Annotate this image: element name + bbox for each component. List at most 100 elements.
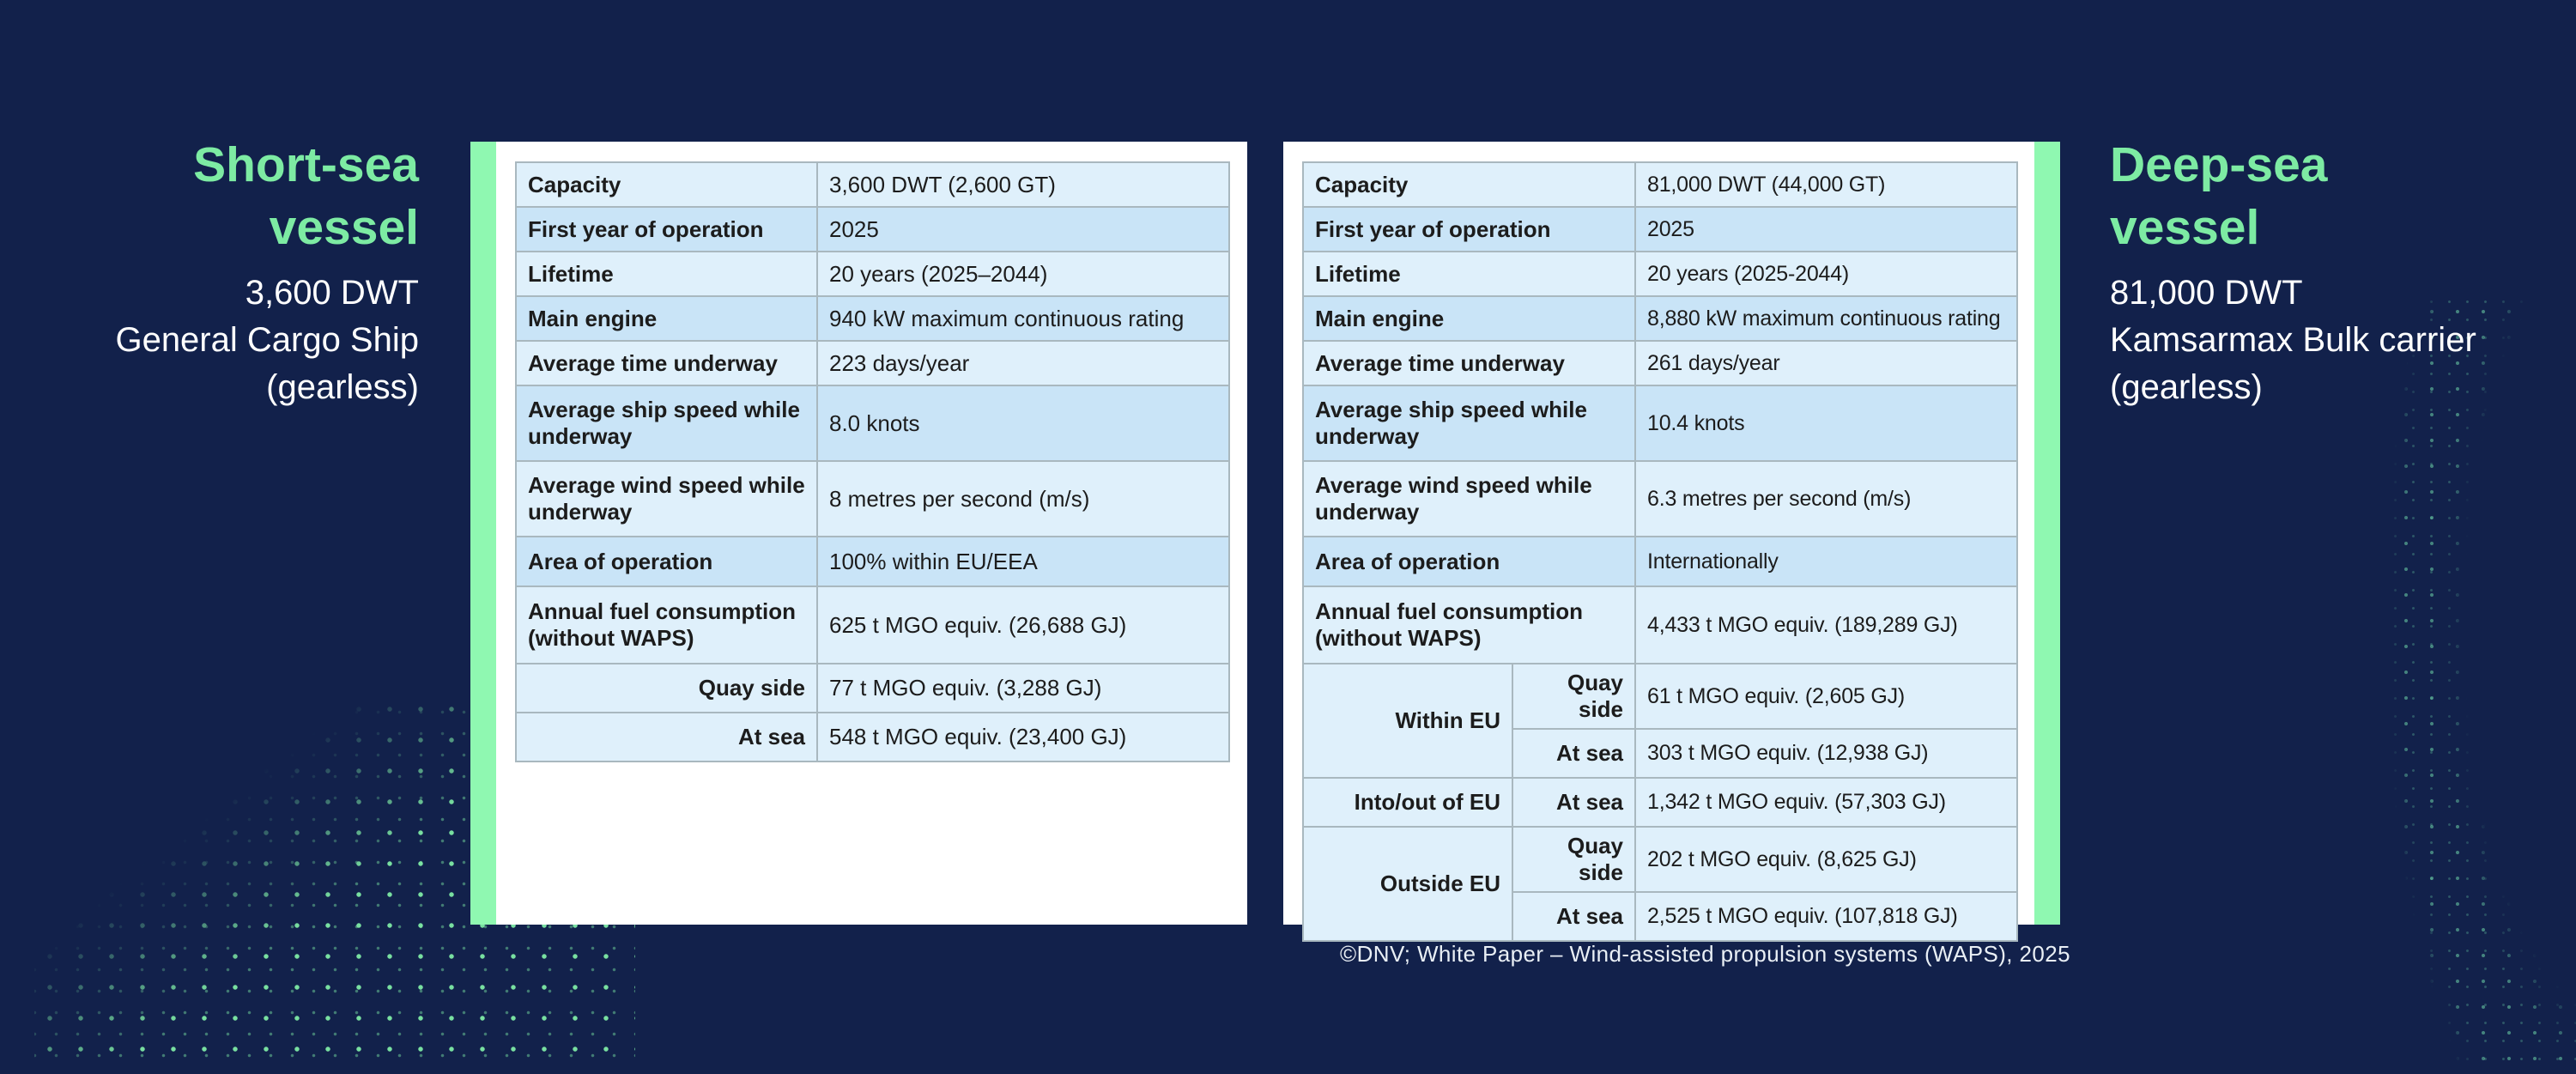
table-row: Area of operation Internationally	[1301, 536, 2019, 587]
spec-value-cell: 10.4 knots	[1634, 385, 2019, 462]
table-row: Capacity 3,600 DWT (2,600 GT)	[515, 161, 1230, 208]
region-group-cell: Outside EU	[1302, 826, 1513, 942]
spec-value-cell: 100% within EU/EEA	[816, 536, 1230, 587]
spec-value-cell: 61 t MGO equiv. (2,605 GJ)	[1634, 663, 2019, 730]
spec-label-cell: Lifetime	[515, 251, 818, 297]
spec-value-cell: 77 t MGO equiv. (3,288 GJ)	[816, 663, 1230, 713]
deep-sea-title-block: Deep-sea vessel 81,000 DWT Kamsarmax Bul…	[2110, 134, 2539, 411]
short-sea-subtitle: 3,600 DWT General Cargo Ship (gearless)	[52, 270, 419, 411]
spec-value-cell: 4,433 t MGO equiv. (189,289 GJ)	[1634, 586, 2019, 664]
spec-sublabel-cell: At sea	[1511, 777, 1637, 828]
spec-value-cell: 1,342 t MGO equiv. (57,303 GJ)	[1634, 777, 2019, 828]
deep-sea-card: Capacity 81,000 DWT (44,000 GT) First ye…	[1283, 142, 2060, 942]
spec-value-cell: 81,000 DWT (44,000 GT)	[1634, 161, 2019, 208]
table-row: First year of operation 2025	[1301, 206, 2019, 252]
spec-label-cell: Capacity	[1301, 161, 1637, 208]
spec-value-cell: 20 years (2025–2044)	[816, 251, 1230, 297]
spec-value-cell: 3,600 DWT (2,600 GT)	[816, 161, 1230, 208]
spec-label-cell: Annual fuel consumption (without WAPS)	[515, 586, 818, 664]
spec-label-cell: Annual fuel consumption (without WAPS)	[1301, 586, 1637, 664]
spec-sublabel-cell: At sea	[1511, 891, 1637, 942]
spec-label-cell: Lifetime	[1301, 251, 1637, 297]
spec-value-cell: 2,525 t MGO equiv. (107,818 GJ)	[1634, 891, 2019, 942]
short-sea-spec-table: Capacity 3,600 DWT (2,600 GT) First year…	[515, 161, 1230, 762]
short-sea-accent-bar	[470, 142, 496, 925]
spec-label-cell: Average ship speed while underway	[1301, 385, 1637, 462]
table-row: Average ship speed while underway 8.0 kn…	[515, 385, 1230, 462]
deep-sea-subtitle-line3: (gearless)	[2110, 368, 2263, 406]
table-row: Average time underway 261 days/year	[1301, 340, 2019, 386]
table-row: First year of operation 2025	[515, 206, 1230, 252]
table-row: Lifetime 20 years (2025-2044)	[1301, 251, 2019, 297]
deep-sea-title-line1: Deep-sea	[2110, 137, 2328, 192]
deep-sea-subtitle-line1: 81,000 DWT	[2110, 274, 2303, 312]
table-row: At sea 2,525 t MGO equiv. (107,818 GJ)	[1303, 891, 2019, 942]
spec-value-cell: 6.3 metres per second (m/s)	[1634, 460, 2019, 537]
spec-label-cell: Average time underway	[515, 340, 818, 386]
table-row: Quay side 77 t MGO equiv. (3,288 GJ)	[515, 663, 1230, 713]
table-row: Average time underway 223 days/year	[515, 340, 1230, 386]
table-row: Main engine 940 kW maximum continuous ra…	[515, 295, 1230, 342]
table-row: Outside EU Quay side 202 t MGO equiv. (8…	[1302, 826, 2019, 942]
spec-value-cell: 223 days/year	[816, 340, 1230, 386]
deep-sea-spec-table: Capacity 81,000 DWT (44,000 GT) First ye…	[1301, 161, 2019, 942]
table-row: Area of operation 100% within EU/EEA	[515, 536, 1230, 587]
short-sea-title-block: Short-sea vessel 3,600 DWT General Cargo…	[52, 134, 419, 411]
spec-label-cell: Area of operation	[515, 536, 818, 587]
deep-sea-title: Deep-sea vessel	[2110, 134, 2539, 259]
spec-label-cell: First year of operation	[1301, 206, 1637, 252]
spec-sublabel-cell: Quay side	[1511, 663, 1637, 730]
short-sea-subtitle-line2: General Cargo Ship	[115, 321, 419, 359]
short-sea-title-line1: Short-sea	[193, 137, 419, 192]
spec-sublabel-cell: Quay side	[1511, 826, 1637, 893]
region-group-cell: Within EU	[1302, 663, 1513, 779]
spec-label-cell: Average ship speed while underway	[515, 385, 818, 462]
table-row: Annual fuel consumption (without WAPS) 6…	[515, 586, 1230, 664]
short-sea-card: Capacity 3,600 DWT (2,600 GT) First year…	[470, 142, 1247, 925]
short-sea-title-line2: vessel	[269, 200, 419, 255]
spec-sublabel-cell: At sea	[515, 712, 818, 762]
deep-sea-subtitle-line2: Kamsarmax Bulk carrier	[2110, 321, 2476, 359]
table-row: Annual fuel consumption (without WAPS) 4…	[1301, 586, 2019, 664]
spec-value-cell: Internationally	[1634, 536, 2019, 587]
table-row: Within EU Quay side 61 t MGO equiv. (2,6…	[1302, 663, 2019, 779]
deep-sea-subtitle: 81,000 DWT Kamsarmax Bulk carrier (gearl…	[2110, 270, 2539, 411]
spec-label-cell: Main engine	[515, 295, 818, 342]
table-row: Average ship speed while underway 10.4 k…	[1301, 385, 2019, 462]
table-row: At sea 303 t MGO equiv. (12,938 GJ)	[1303, 728, 2019, 779]
region-group-cell: Into/out of EU	[1302, 777, 1513, 828]
deep-sea-title-line2: vessel	[2110, 200, 2260, 255]
dot-decoration-right	[2342, 299, 2576, 1074]
spec-value-cell: 2025	[816, 206, 1230, 252]
spec-value-cell: 20 years (2025-2044)	[1634, 251, 2019, 297]
spec-value-cell: 940 kW maximum continuous rating	[816, 295, 1230, 342]
table-row: Main engine 8,880 kW maximum continuous …	[1301, 295, 2019, 342]
spec-sublabel-cell: Quay side	[515, 663, 818, 713]
spec-value-cell: 202 t MGO equiv. (8,625 GJ)	[1634, 826, 2019, 893]
spec-value-cell: 261 days/year	[1634, 340, 2019, 386]
spec-label-cell: Main engine	[1301, 295, 1637, 342]
table-row: Capacity 81,000 DWT (44,000 GT)	[1301, 161, 2019, 208]
spec-value-cell: 2025	[1634, 206, 2019, 252]
spec-value-cell: 548 t MGO equiv. (23,400 GJ)	[816, 712, 1230, 762]
spec-value-cell: 8 metres per second (m/s)	[816, 460, 1230, 537]
spec-label-cell: Average wind speed while underway	[515, 460, 818, 537]
spec-label-cell: Capacity	[515, 161, 818, 208]
spec-value-cell: 625 t MGO equiv. (26,688 GJ)	[816, 586, 1230, 664]
short-sea-title: Short-sea vessel	[52, 134, 419, 259]
table-row: Average wind speed while underway 6.3 me…	[1301, 460, 2019, 537]
table-row: Lifetime 20 years (2025–2044)	[515, 251, 1230, 297]
short-sea-subtitle-line3: (gearless)	[266, 368, 419, 406]
deep-sea-accent-bar	[2034, 142, 2060, 925]
table-row: At sea 548 t MGO equiv. (23,400 GJ)	[515, 712, 1230, 762]
short-sea-subtitle-line1: 3,600 DWT	[245, 274, 419, 312]
spec-label-cell: Average wind speed while underway	[1301, 460, 1637, 537]
spec-label-cell: Area of operation	[1301, 536, 1637, 587]
table-row: Average wind speed while underway 8 metr…	[515, 460, 1230, 537]
spec-value-cell: 303 t MGO equiv. (12,938 GJ)	[1634, 728, 2019, 779]
spec-value-cell: 8,880 kW maximum continuous rating	[1634, 295, 2019, 342]
source-caption: ©DNV; White Paper – Wind-assisted propul…	[1340, 941, 2070, 967]
table-row: Into/out of EU At sea 1,342 t MGO equiv.…	[1302, 777, 2019, 828]
spec-sublabel-cell: At sea	[1511, 728, 1637, 779]
